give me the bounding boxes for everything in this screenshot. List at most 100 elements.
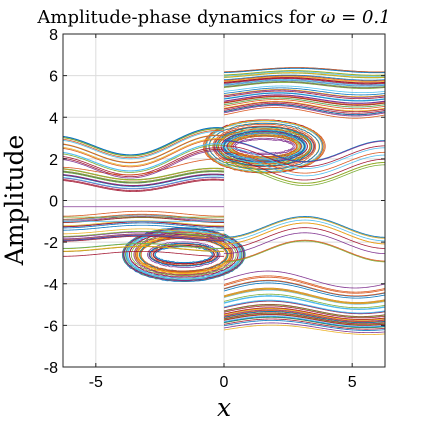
upper-left-band-line [63,168,225,181]
lower-left-band-line [63,233,224,240]
lower-left-band-line [63,210,224,217]
upper-left-band-line [63,127,225,156]
middle-band-line [224,161,385,184]
upper-bundle-line [223,99,385,110]
lower-bundle-line [223,324,385,335]
tick-labels: -5 0 5 -8 -6 -4 -2 0 2 4 6 8 [44,27,357,391]
x-tick-label: -5 [89,374,103,391]
lower-bundle-line [223,303,385,317]
orbit-line [208,122,320,170]
lower-left-band-line [63,235,225,242]
upper-bundle-line [223,82,385,89]
y-tick-label: 0 [49,194,58,211]
orbit-line [135,234,233,276]
upper-bundle-line [223,72,385,78]
lower-left-band-line [63,231,224,238]
lower-bundle-line [223,315,385,327]
lower-left-band-line [63,245,224,252]
upper-bundle-line [223,70,385,76]
upper-bundle-line [223,67,385,73]
lower-bundle-line [223,313,385,325]
lower-left-band-line [63,250,225,257]
middle-band-line [223,216,385,238]
trajectories [63,67,385,335]
upper-bundle-line [223,89,385,98]
lower-bundle-line [223,318,385,330]
upper-left-band-line [63,150,225,179]
upper-bundle-line [223,97,385,108]
upper-bundle-line [223,96,385,106]
x-tick-label: 5 [348,374,357,391]
upper-bundle-line [223,75,385,82]
orbit-line [123,228,245,282]
lower-bundle-line [223,308,385,321]
lower-left-band-line [63,221,224,228]
orbit-line [149,242,219,267]
middle-band-line [224,145,385,168]
middle-band-line [224,158,385,181]
upper-bundle-line [223,107,385,119]
middle-band-line [223,140,385,162]
orbit-line [227,134,301,159]
lower-bundle-line [223,299,385,314]
lower-bundle-line [223,311,385,324]
middle-band-line [223,151,385,174]
upper-bundle-line [223,81,385,88]
middle-band-line [224,232,385,255]
lower-bundle-line [223,295,385,310]
lower-left-band-line [63,224,224,231]
lower-bundle-line [223,288,385,304]
upper-bundle-line [223,85,385,94]
lower-left-band-line [63,220,225,227]
lower-bundle-line [223,309,385,322]
upper-bundle-line [223,87,385,96]
upper-bundle-line [223,72,385,79]
orbit-line [214,125,314,168]
lower-left-band-line [63,228,224,235]
x-tick-label: 0 [220,374,229,391]
orbit-line [216,126,313,167]
upper-bundle-line [223,80,385,87]
lower-bundle-line [223,312,385,325]
orbit-line [223,130,306,163]
lower-left-band-line [63,222,224,229]
x-axis-label: x [217,393,231,422]
upper-bundle-line [223,78,385,86]
orbit-line [147,241,221,268]
lower-bundle-line [223,313,385,326]
upper-bundle-line [223,92,385,101]
lower-bundle-line [223,279,385,297]
orbit-line [150,243,217,266]
orbit-line [217,128,311,165]
lower-bundle-line [223,289,385,305]
middle-band-line [224,140,385,163]
lower-bundle-line [223,320,385,331]
upper-left-band-line [63,176,225,189]
upper-left-band-line [63,173,225,186]
upper-bundle-line [223,104,385,115]
upper-bundle-line [223,102,385,114]
upper-left-band-line [63,178,225,191]
upper-bundle-line [223,94,385,104]
orbit-line [212,123,317,169]
upper-left-band-line [63,170,225,183]
lower-bundle-line [223,317,385,329]
lower-left-band-line [63,243,224,249]
lower-bundle-line [223,304,385,318]
upper-left-band-line [63,128,225,157]
upper-left-band-line [63,143,225,172]
lower-bundle-line [223,276,385,294]
middle-band-line [224,227,385,249]
lower-bundle-line [223,282,385,299]
lower-bundle-line [223,310,385,323]
lower-left-band-line [63,216,224,222]
lower-left-band-line [63,230,224,237]
upper-bundle-line [223,89,385,98]
upper-left-band-line [63,130,225,159]
upper-bundle-line [223,90,385,100]
upper-bundle-line [223,101,385,113]
upper-left-band-line [63,139,225,168]
middle-band-line [224,239,385,262]
lower-bundle-line [223,314,385,326]
upper-left-band-line [63,158,225,176]
